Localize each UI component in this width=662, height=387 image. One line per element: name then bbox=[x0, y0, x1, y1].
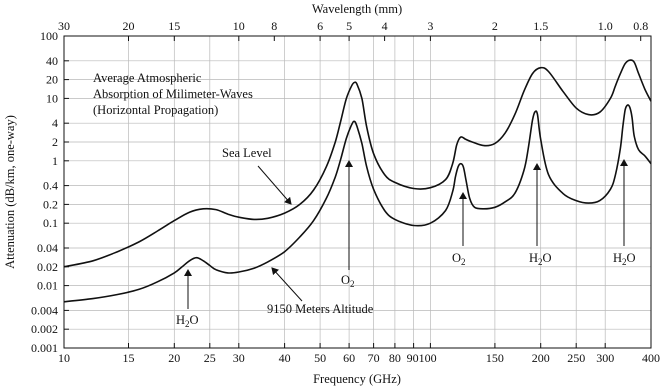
x-tick-label: 250 bbox=[567, 351, 585, 365]
y-tick-label: 0.1 bbox=[43, 216, 58, 230]
sea-level-curve bbox=[63, 59, 652, 268]
chart-title-line-1: Average Atmospheric bbox=[93, 71, 202, 85]
chart-title-line-2: Absorption of Milimeter-Waves bbox=[93, 87, 253, 101]
h2o-22ghz-label: H2O bbox=[176, 313, 199, 329]
y-axis-title: Attenuation (dB/km, one-way) bbox=[3, 115, 17, 269]
h2o-183ghz-label: H2O bbox=[529, 251, 552, 267]
x-tick-label: 15 bbox=[123, 351, 135, 365]
x-tick-label: 80 bbox=[389, 351, 401, 365]
y-tick-label: 10 bbox=[46, 91, 58, 105]
chart-title: Average Atmospheric Absorption of Milime… bbox=[93, 71, 253, 117]
top-tick-label: 4 bbox=[382, 19, 388, 33]
top-tick-label: 30 bbox=[58, 19, 70, 33]
x-tick-label: 30 bbox=[233, 351, 245, 365]
y-tick-label: 20 bbox=[46, 73, 58, 87]
x-tick-label: 60 bbox=[343, 351, 355, 365]
top-tick-label: 2 bbox=[492, 19, 498, 33]
x-tick-label: 90100 bbox=[407, 351, 437, 365]
chart-title-line-3: (Horizontal Propagation) bbox=[93, 103, 218, 117]
top-tick-label: 5 bbox=[346, 19, 352, 33]
annotations: Sea Level 9150 Meters Altitude H2O O2 O2… bbox=[176, 146, 636, 329]
y-tick-label: 0.001 bbox=[31, 341, 58, 355]
altitude-arrow bbox=[271, 267, 303, 302]
x-axis-title: Frequency (GHz) bbox=[313, 372, 401, 386]
y-tick-label: 0.04 bbox=[37, 241, 58, 255]
top-tick-label: 3 bbox=[427, 19, 433, 33]
sea-level-arrow bbox=[257, 165, 292, 205]
ticks: 10 15 20 25 30 40 50 60 70 80 90100 150 200 250 300 400… bbox=[31, 19, 660, 365]
top-tick-label: 1.5 bbox=[533, 19, 548, 33]
top-tick-label: 20 bbox=[123, 19, 135, 33]
x-tick-label: 400 bbox=[642, 351, 660, 365]
x-tick-label: 50 bbox=[314, 351, 326, 365]
top-tick-label: 10 bbox=[233, 19, 245, 33]
x-tick-label: 40 bbox=[279, 351, 291, 365]
y-tick-label: 2 bbox=[52, 135, 58, 149]
x-tick-label: 300 bbox=[596, 351, 614, 365]
y-tick-label: 0.2 bbox=[43, 197, 58, 211]
curves bbox=[63, 59, 652, 303]
top-tick-label: 0.8 bbox=[633, 19, 648, 33]
altitude-label: 9150 Meters Altitude bbox=[267, 302, 374, 316]
top-tick-label: 6 bbox=[317, 19, 323, 33]
y-tick-label: 100 bbox=[40, 29, 58, 43]
top-tick-label: 15 bbox=[168, 19, 180, 33]
sea-level-label: Sea Level bbox=[222, 146, 272, 160]
top-tick-label: 1.0 bbox=[598, 19, 613, 33]
x-tick-label: 200 bbox=[532, 351, 550, 365]
o2-60ghz-label: O2 bbox=[341, 273, 355, 289]
plot-frame bbox=[63, 35, 652, 349]
h2o-325ghz-label: H2O bbox=[613, 251, 636, 267]
altitude-9150m-curve bbox=[63, 104, 652, 303]
y-tick-label: 1 bbox=[52, 154, 58, 168]
y-tick-label: 0.01 bbox=[37, 279, 58, 293]
y-tick-label: 40 bbox=[46, 54, 58, 68]
x-tick-label: 20 bbox=[168, 351, 180, 365]
y-tick-label: 0.4 bbox=[43, 179, 58, 193]
top-tick-label: 8 bbox=[271, 19, 277, 33]
x-tick-label: 25 bbox=[204, 351, 216, 365]
x-tick-label: 10 bbox=[58, 351, 70, 365]
top-axis-title: Wavelength (mm) bbox=[312, 2, 402, 16]
x-tick-label: 70 bbox=[368, 351, 380, 365]
y-tick-label: 0.004 bbox=[31, 303, 58, 317]
x-tick-label: 150 bbox=[486, 351, 504, 365]
o2-118ghz-label: O2 bbox=[452, 251, 466, 267]
y-tick-label: 4 bbox=[52, 116, 58, 130]
y-tick-label: 0.002 bbox=[31, 322, 58, 336]
y-tick-label: 0.02 bbox=[37, 260, 58, 274]
